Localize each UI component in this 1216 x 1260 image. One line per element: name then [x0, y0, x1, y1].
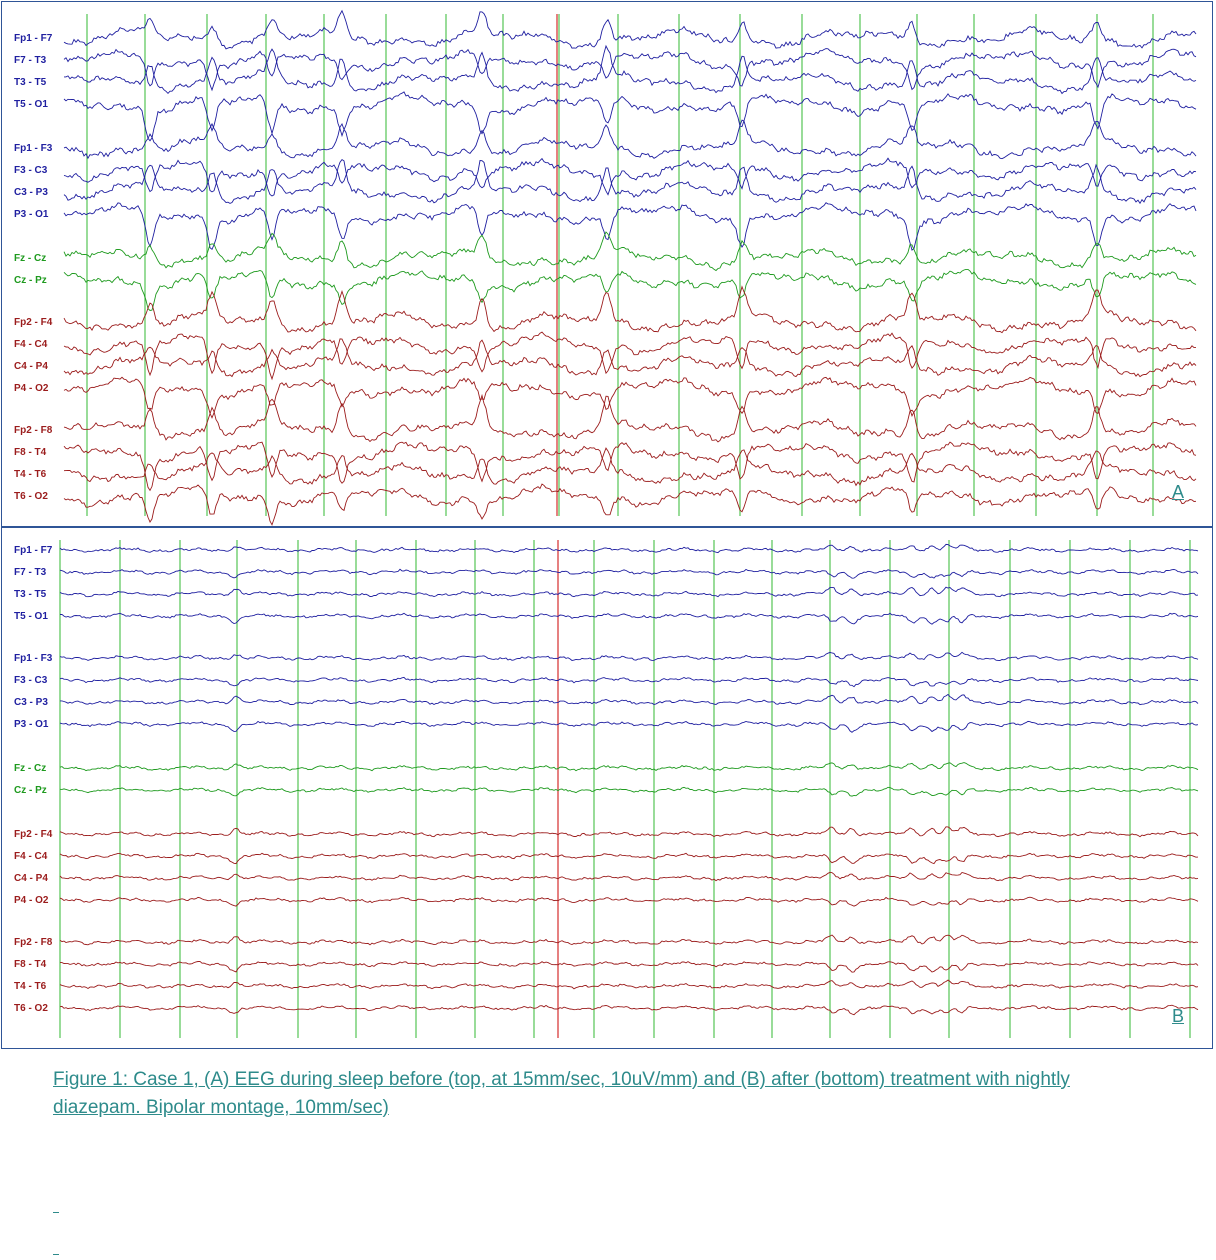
- channel-label: P4 - O2: [14, 383, 49, 394]
- eeg-figure: Fp1 - F7 F7 - T3 T3 - T5 T5 - O1 Fp1 - F3 F3 …: [1, 1, 1213, 1049]
- eeg-panel-b: Fp1 - F7 F7 - T3 T3 - T5 T5 - O1 Fp1 - F3 F3 …: [2, 528, 1212, 1048]
- eeg-trace: [59, 568, 1199, 579]
- channel-label: C3 - P3: [14, 187, 48, 198]
- panel-label-a: A: [1172, 482, 1185, 502]
- channel-label: C3 - P3: [14, 697, 48, 708]
- channel-label: P3 - O1: [14, 209, 49, 220]
- channel-label: F7 - T3: [14, 567, 47, 578]
- channel-label: Fp1 - F3: [14, 653, 53, 664]
- eeg-trace: [63, 331, 1196, 381]
- eeg-trace: [59, 762, 1199, 772]
- channel-label: T3 - T5: [14, 589, 47, 600]
- eeg-trace: [59, 676, 1199, 688]
- eeg-trace: [59, 612, 1199, 625]
- caption-dash: [53, 1254, 59, 1255]
- eeg-trace: [63, 285, 1197, 334]
- panel-label-b: B: [1172, 1006, 1185, 1026]
- eeg-tracing-a: Fp1 - F7 F7 - T3 T3 - T5 T5 - O1 Fp1 - F3 F3 …: [14, 9, 1197, 526]
- eeg-trace: [59, 826, 1199, 838]
- channel-label: Fp2 - F8: [14, 937, 53, 948]
- eeg-trace: [59, 786, 1199, 797]
- eeg-panel-a: Fp1 - F7 F7 - T3 T3 - T5 T5 - O1 Fp1 - F3 F3 …: [2, 2, 1212, 528]
- channel-label: F8 - T4: [14, 959, 47, 970]
- eeg-trace: [63, 393, 1197, 443]
- channel-label: T4 - T6: [14, 469, 47, 480]
- channel-label: P3 - O1: [14, 719, 49, 730]
- eeg-trace: [59, 934, 1199, 946]
- eeg-trace: [59, 1004, 1199, 1016]
- channel-label: T3 - T5: [14, 77, 47, 88]
- eeg-trace: [63, 202, 1197, 251]
- channel-label: Fp1 - F3: [14, 143, 53, 154]
- channel-label: T6 - O2: [14, 1003, 48, 1014]
- eeg-trace: [63, 447, 1197, 487]
- channel-label: C4 - P4: [14, 361, 48, 372]
- eeg-trace: [63, 441, 1197, 492]
- channel-label: P4 - O2: [14, 895, 49, 906]
- channel-label: Fp2 - F8: [14, 425, 53, 436]
- channel-label: F3 - C3: [14, 165, 48, 176]
- channel-label: Cz - Pz: [14, 785, 47, 796]
- channel-label: Fz - Cz: [14, 763, 46, 774]
- channel-label: Fp1 - F7: [14, 545, 53, 556]
- eeg-trace: [63, 157, 1197, 197]
- channel-label: F4 - C4: [14, 851, 48, 862]
- channel-label: T5 - O1: [14, 99, 48, 110]
- eeg-trace: [63, 231, 1197, 272]
- caption-dash: [53, 1212, 59, 1213]
- channel-label: F3 - C3: [14, 675, 48, 686]
- eeg-trace: [59, 651, 1199, 661]
- channel-label: T4 - T6: [14, 981, 47, 992]
- channel-label: C4 - P4: [14, 873, 48, 884]
- eeg-trace: [59, 896, 1199, 907]
- channel-label: Cz - Pz: [14, 275, 47, 286]
- eeg-trace: [59, 852, 1199, 865]
- eeg-trace: [59, 543, 1199, 554]
- eeg-trace: [63, 483, 1197, 526]
- eeg-trace: [64, 44, 1197, 95]
- channel-label: F7 - T3: [14, 55, 47, 66]
- eeg-trace: [63, 9, 1197, 50]
- eeg-trace: [59, 586, 1199, 598]
- channel-label: Fp2 - F4: [14, 829, 53, 840]
- channel-label: Fp2 - F4: [14, 317, 53, 328]
- eeg-trace: [59, 960, 1199, 973]
- eeg-trace: [59, 979, 1199, 990]
- channel-label: F8 - T4: [14, 447, 47, 458]
- eeg-trace: [63, 338, 1197, 378]
- channel-label: T6 - O2: [14, 491, 48, 502]
- eeg-trace: [63, 91, 1197, 142]
- eeg-trace: [63, 119, 1197, 160]
- eeg-trace: [60, 693, 1199, 706]
- eeg-trace: [63, 158, 1197, 205]
- eeg-trace: [59, 720, 1199, 733]
- eeg-trace: [59, 871, 1199, 882]
- channel-label: F4 - C4: [14, 339, 48, 350]
- eeg-trace: [63, 48, 1197, 92]
- figure-caption: Figure 1: Case 1, (A) EEG during sleep b…: [53, 1069, 1070, 1118]
- channel-label: Fz - Cz: [14, 253, 46, 264]
- channel-label: T5 - O1: [14, 611, 48, 622]
- channel-label: Fp1 - F7: [14, 33, 53, 44]
- eeg-trace: [63, 268, 1197, 311]
- eeg-tracing-b: Fp1 - F7 F7 - T3 T3 - T5 T5 - O1 Fp1 - F3 F3 …: [14, 540, 1199, 1038]
- eeg-trace: [63, 376, 1197, 419]
